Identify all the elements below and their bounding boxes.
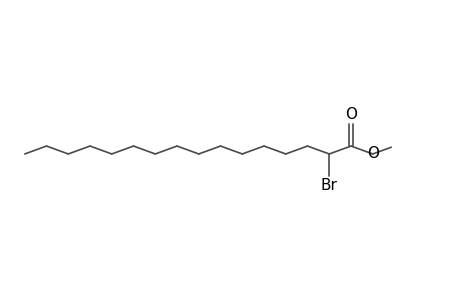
Text: O: O: [344, 107, 356, 122]
Text: Br: Br: [320, 178, 337, 193]
Text: O: O: [366, 146, 378, 161]
